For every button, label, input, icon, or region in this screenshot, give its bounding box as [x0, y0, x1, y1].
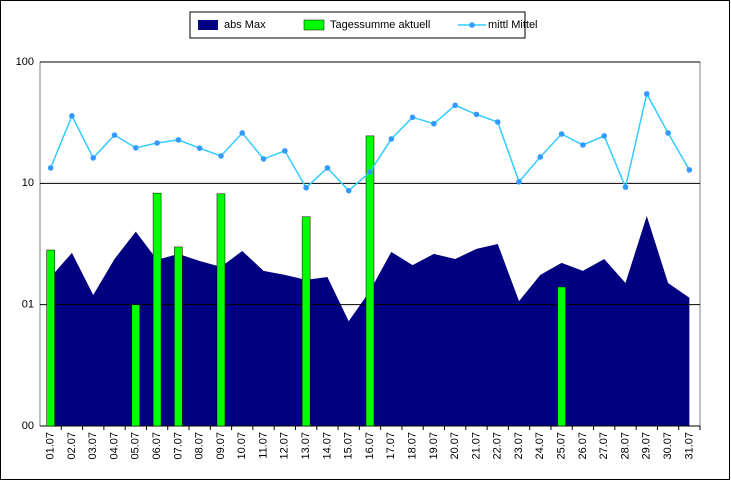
bar: [365, 135, 375, 427]
line-marker: [175, 137, 182, 143]
x-tick-label: 21.07: [470, 432, 482, 460]
y-tick-label: 00: [22, 420, 34, 432]
line-marker: [282, 148, 288, 154]
line-marker: [473, 111, 480, 118]
bar: [174, 246, 183, 427]
line-marker: [367, 169, 373, 175]
x-tick-label: 26.07: [577, 432, 589, 460]
x-tick-label: 15.07: [343, 432, 355, 460]
bar: [216, 193, 226, 427]
line-marker: [303, 184, 309, 191]
y-tick-label: 10: [22, 177, 34, 189]
x-tick-label: 12.07: [279, 432, 291, 460]
bar: [557, 286, 566, 427]
line-marker: [686, 167, 693, 173]
x-tick-label: 09.07: [215, 432, 227, 460]
legend-swatch: [303, 19, 325, 31]
line-marker: [47, 165, 54, 171]
line-marker: [111, 132, 118, 138]
line-marker: [494, 119, 501, 125]
x-tick-label: 24.07: [534, 432, 546, 460]
x-tick-label: 01.07: [45, 432, 57, 460]
x-tick-label: 25.07: [556, 432, 568, 460]
x-tick-label: 06.07: [151, 432, 163, 460]
x-tick-label: 18.07: [406, 432, 418, 460]
line-marker: [516, 178, 522, 185]
x-tick-label: 14.07: [321, 432, 333, 460]
line-marker: [324, 165, 331, 171]
legend-label: mittl Mittel: [488, 19, 538, 31]
bar: [301, 216, 311, 427]
line-marker: [69, 113, 75, 119]
x-tick-label: 27.07: [598, 432, 610, 460]
x-tick-label: 08.07: [194, 432, 206, 460]
x-tick-label: 17.07: [385, 432, 397, 460]
line-marker: [218, 153, 224, 159]
legend-swatch: [198, 20, 218, 30]
line-marker: [90, 155, 97, 161]
x-tick-label: 31.07: [683, 432, 695, 460]
line-marker: [537, 154, 544, 160]
legend-swatch: [469, 22, 475, 28]
x-tick-label: 16.07: [364, 432, 376, 460]
legend-label: Tagessumme aktuell: [330, 19, 430, 31]
line-marker: [388, 136, 395, 142]
line-marker: [239, 130, 246, 136]
x-tick-label: 29.07: [641, 432, 653, 460]
x-tick-label: 23.07: [513, 432, 525, 460]
x-tick-label: 03.07: [87, 432, 99, 460]
line-marker: [452, 102, 458, 109]
line-marker: [643, 91, 650, 97]
line-marker: [580, 142, 586, 148]
x-tick-label: 11.07: [257, 432, 269, 459]
line-marker: [154, 140, 160, 146]
line-marker: [260, 156, 267, 162]
line-marker: [409, 114, 416, 121]
x-tick-label: 20.07: [449, 432, 461, 460]
x-tick-label: 28.07: [619, 432, 631, 460]
line-marker: [133, 145, 139, 151]
y-tick-label: 100: [16, 56, 34, 68]
line-marker: [431, 120, 437, 127]
legend-label: abs Max: [224, 19, 266, 31]
x-tick-label: 04.07: [108, 432, 120, 460]
x-tick-label: 22.07: [492, 432, 504, 460]
line-marker: [345, 187, 352, 194]
x-tick-label: 02.07: [66, 432, 78, 460]
x-tick-label: 10.07: [236, 432, 248, 460]
bar: [131, 304, 141, 427]
x-tick-label: 13.07: [300, 432, 312, 460]
line-marker: [665, 130, 671, 136]
x-tick-label: 05.07: [130, 432, 142, 460]
x-tick-label: 30.07: [662, 432, 674, 460]
x-tick-label: 07.07: [172, 432, 184, 460]
line-marker: [196, 145, 203, 151]
x-tick-label: 19.07: [428, 432, 440, 460]
bar: [152, 192, 162, 427]
bar: [46, 249, 55, 427]
line-marker: [558, 131, 565, 137]
line-marker: [601, 133, 607, 139]
y-tick-label: 01: [22, 299, 34, 311]
line-marker: [622, 184, 629, 190]
